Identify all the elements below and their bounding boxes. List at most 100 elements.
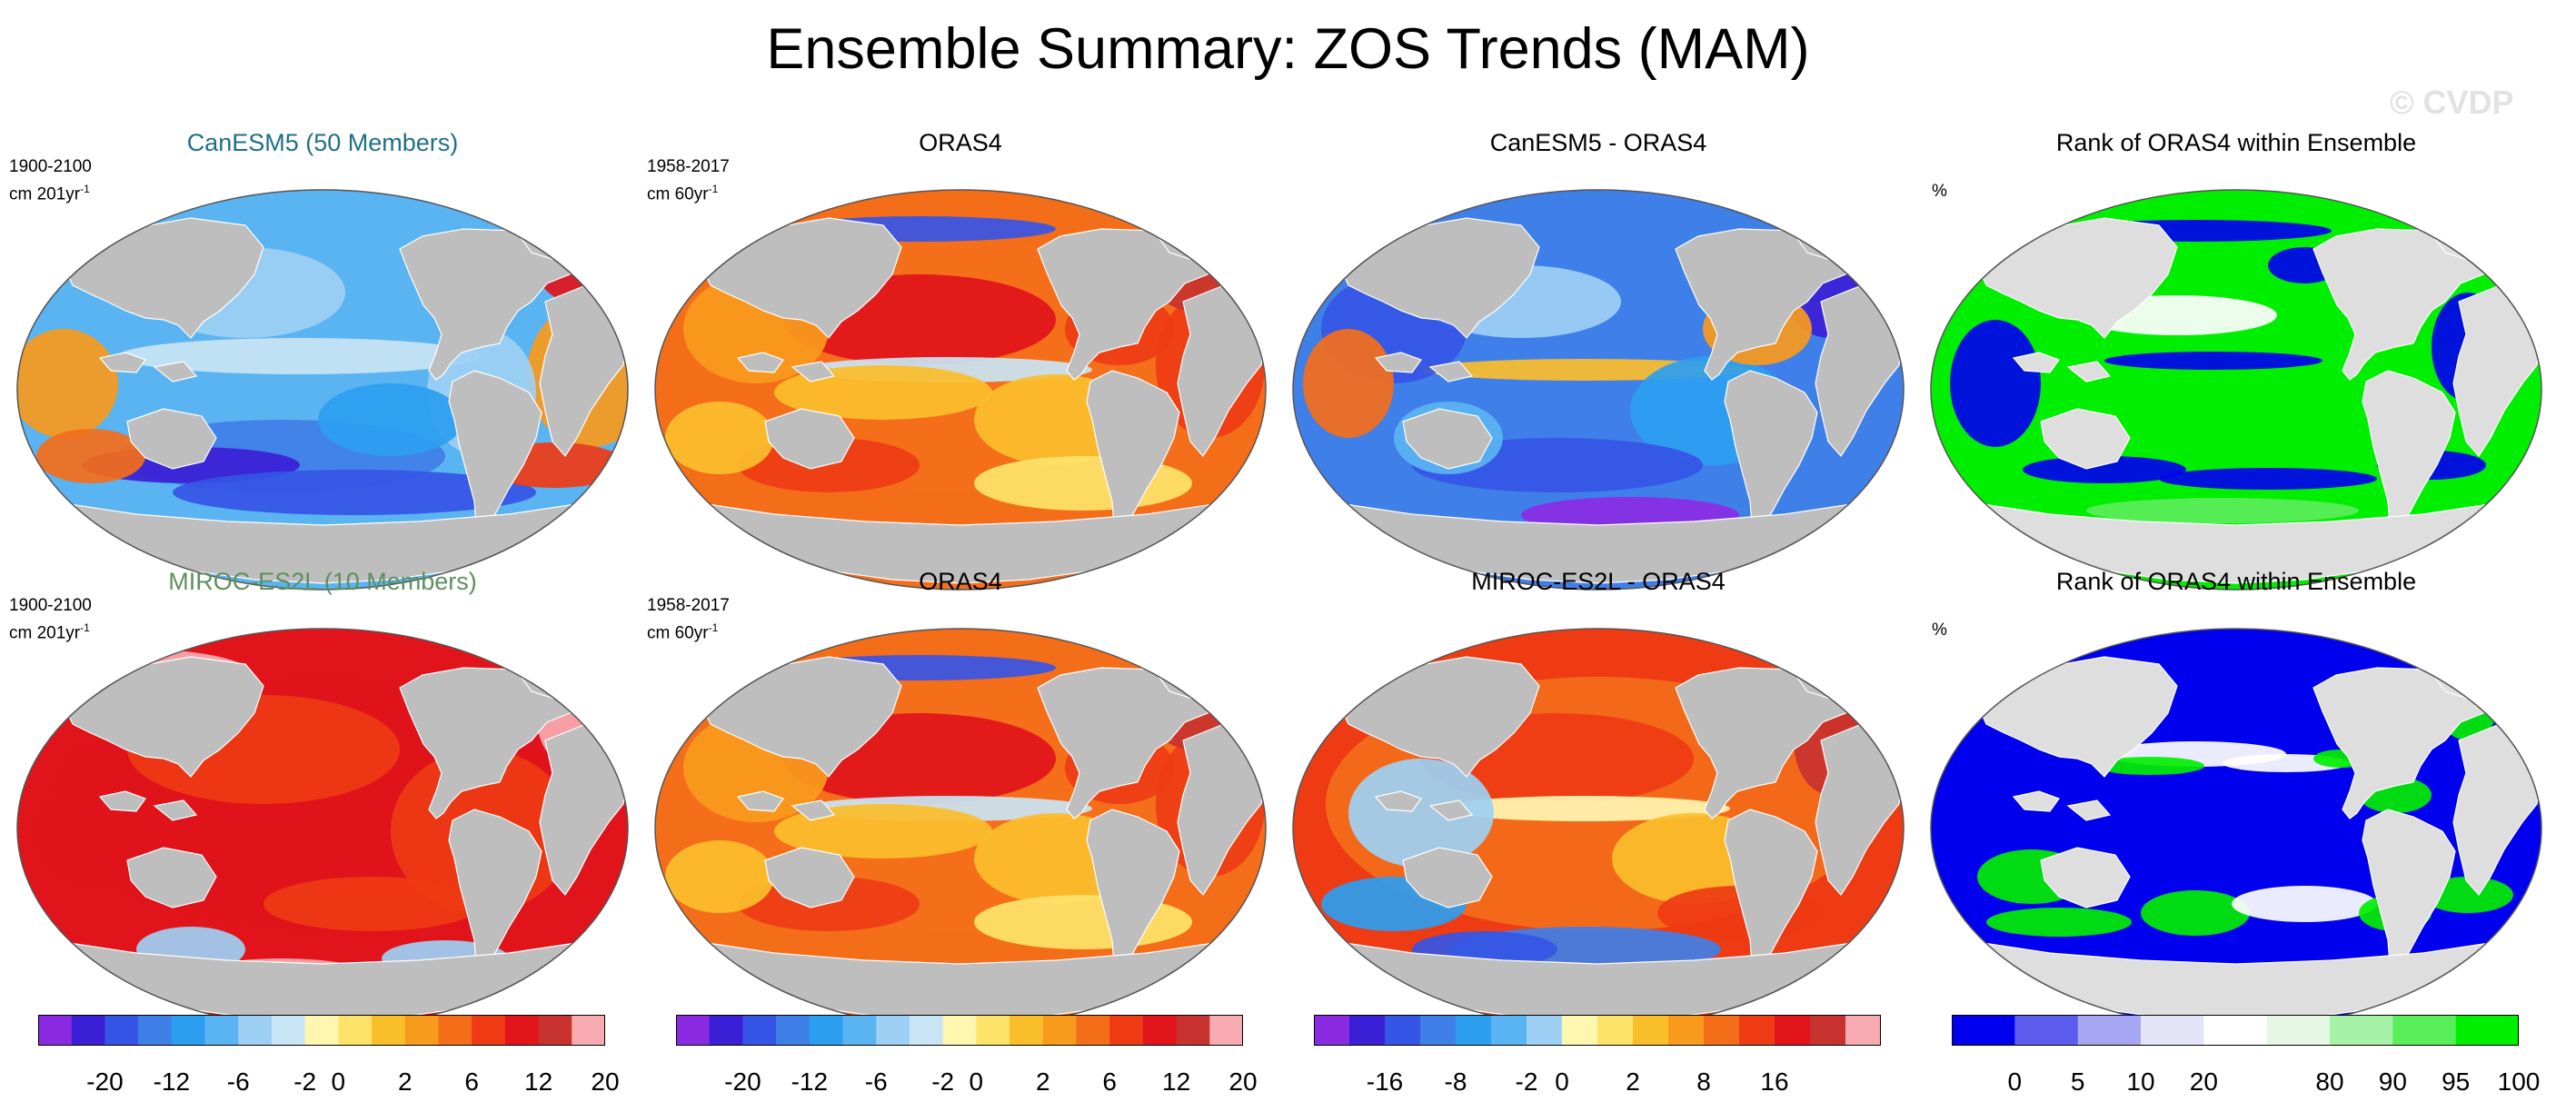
- colorbar-tick-label: 20: [591, 1067, 620, 1096]
- colorbar-swatch: [338, 1015, 373, 1046]
- colorbar-rank: 0 5 10 20 80 90 95 100: [1952, 1015, 2541, 1101]
- colorbar-tick-label: 20: [2189, 1067, 2218, 1096]
- land-mass: [1724, 370, 1818, 531]
- colorbar-swatch: [38, 1015, 73, 1046]
- land-mass: [1374, 790, 1422, 812]
- colorbar-swatch: [742, 1015, 777, 1046]
- field-anomaly: [2141, 890, 2250, 936]
- field-anomaly: [318, 383, 463, 456]
- colorbar-swatch: [1349, 1015, 1386, 1046]
- land-mass: [126, 408, 217, 470]
- period-label: 1900-2100 cm 201yr-1: [9, 156, 92, 205]
- colorbar-swatch: [2077, 1015, 2142, 1046]
- colorbar-tick-label: 12: [1162, 1067, 1191, 1096]
- colorbar-swatch: [1633, 1015, 1669, 1046]
- ensemble-trend-map: [16, 189, 629, 591]
- units-label: cm 60yr-1: [647, 178, 730, 205]
- percent-label: %: [1932, 182, 1947, 201]
- land-mass: [1402, 847, 1493, 908]
- colorbar-swatch: [404, 1015, 439, 1046]
- colorbar-swatch: [538, 1015, 572, 1046]
- colorbar-swatch: [1668, 1015, 1705, 1046]
- colorbar-swatch: [472, 1015, 506, 1046]
- colorbar-trend: -20 -12 -6 -2 0 2 6 12 20: [38, 1015, 620, 1101]
- ensemble-trend-map: [16, 628, 629, 1029]
- colorbar-tick-label: 16: [1760, 1067, 1789, 1096]
- land-mass: [2040, 847, 2131, 908]
- land-mass: [1086, 809, 1180, 970]
- colorbar-swatch: [1042, 1015, 1077, 1046]
- map-panel: Rank of ORAS4 within Ensemble%: [1923, 568, 2550, 1029]
- rank-low-map: [1930, 628, 2542, 1029]
- colorbar-tick-label: 80: [2315, 1067, 2344, 1096]
- land-mass: [701, 217, 902, 339]
- colorbar-swatch: [1456, 1015, 1492, 1046]
- units-label: cm 201yr-1: [9, 617, 92, 644]
- colorbar-labels: -16 -8 -2 0 2 8 16: [1314, 1067, 1881, 1096]
- colorbar-tick-label: 2: [1626, 1067, 1640, 1096]
- colorbar-labels: -20 -12 -6 -2 0 2 6 12 20: [38, 1067, 619, 1096]
- field-anomaly: [2095, 757, 2204, 775]
- colorbar-tick-label: 0: [2007, 1067, 2023, 1096]
- panel-title: MIROC-ES2L (10 Members): [168, 568, 477, 595]
- obs-trend-map: [654, 189, 1267, 591]
- colorbar-swatch: [438, 1015, 472, 1046]
- percent-label: %: [1932, 620, 1947, 640]
- land-mass: [1402, 408, 1493, 470]
- land-mass: [2066, 799, 2112, 821]
- colorbar-swatch: [204, 1015, 239, 1046]
- field-anomaly: [1348, 759, 1494, 868]
- panel-title: CanESM5 (50 Members): [186, 129, 459, 156]
- colorbar-swatch: [1142, 1015, 1178, 1046]
- map-panel: CanESM5 (50 Members) 1900-2100 cm 201yr-1: [9, 129, 636, 591]
- land-mass: [1338, 656, 1540, 778]
- period-label: 1900-2100 cm 201yr-1: [9, 595, 92, 644]
- difference-map: [1292, 189, 1905, 591]
- colorbar-swatch: [676, 1015, 711, 1046]
- colorbar-swatch: [1209, 1015, 1244, 1046]
- colorbar-swatch: [104, 1015, 139, 1046]
- panel-title: CanESM5 - ORAS4: [1489, 129, 1707, 156]
- field-anomaly: [2086, 498, 2359, 523]
- colorbar-tick-label: -2: [931, 1067, 955, 1096]
- unit-text: cm 201yr: [9, 184, 81, 204]
- colorbar-tick-label: -2: [293, 1067, 317, 1096]
- colorbar-swatch: [809, 1015, 844, 1046]
- land-mass: [153, 799, 198, 821]
- colorbar-swatch: [372, 1015, 406, 1046]
- unit-exponent: -1: [708, 621, 719, 634]
- colorbar-swatch: [138, 1015, 173, 1046]
- field-anomaly: [2104, 352, 2322, 370]
- colorbar-swatch: [2141, 1015, 2204, 1046]
- land-mass: [126, 847, 217, 908]
- colorbar-trend-obs: -20 -12 -6 -2 0 2 6 12 20: [676, 1015, 1258, 1101]
- colorbar-labels: 0 5 10 20 80 90 95 100: [1952, 1067, 2541, 1096]
- field-anomaly: [774, 365, 992, 420]
- map-panel: ORAS4 1958-2017 cm 60yr-1: [647, 568, 1274, 1029]
- colorbar-swatch: [171, 1015, 206, 1046]
- colorbar-tick-label: 90: [2378, 1067, 2407, 1096]
- colorbar-swatch: [1952, 1015, 2015, 1046]
- land-mass: [701, 656, 902, 778]
- land-mass: [764, 408, 855, 470]
- colorbar-tick-label: 10: [2126, 1067, 2155, 1096]
- colorbar-tick-label: -12: [791, 1067, 829, 1096]
- colorbar-swatch: [1739, 1015, 1775, 1046]
- colorbar-swatch: [942, 1015, 977, 1046]
- colorbar-swatch: [1704, 1015, 1740, 1046]
- panel-title: ORAS4: [919, 129, 1002, 156]
- colorbar-swatch: [976, 1015, 1010, 1046]
- map-panel: MIROC-ES2L (10 Members) 1900-2100 cm 201yr…: [9, 568, 636, 1029]
- colorbar-tick-label: 6: [1102, 1067, 1117, 1096]
- colorbar-tick-label: -16: [1366, 1067, 1404, 1096]
- figure-title: Ensemble Summary: ZOS Trends (MAM): [766, 17, 1810, 81]
- units-label: cm 60yr-1: [647, 617, 730, 644]
- colorbar-swatch: [1845, 1015, 1882, 1046]
- field-anomaly: [2159, 468, 2377, 490]
- unit-exponent: -1: [708, 183, 719, 195]
- colorbar-swatch: [1109, 1015, 1144, 1046]
- land-mass: [2362, 809, 2456, 970]
- colorbar-tick-label: 5: [2070, 1067, 2085, 1096]
- land-mass: [1976, 217, 2178, 339]
- field-anomaly: [173, 470, 536, 515]
